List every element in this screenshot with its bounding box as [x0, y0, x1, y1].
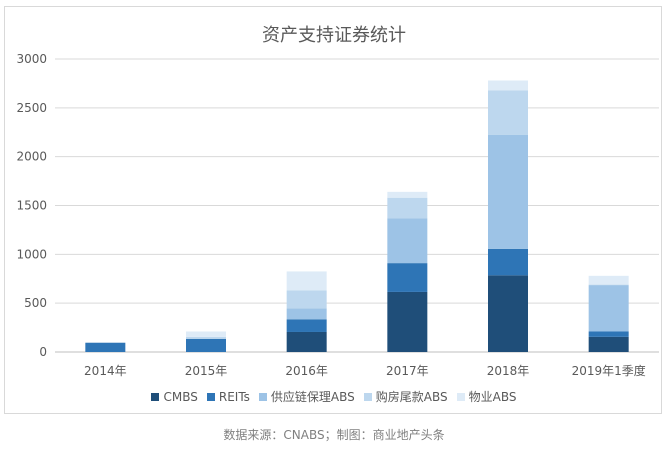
legend-item-tail: 购房尾款ABS — [363, 388, 448, 405]
bar-property-1 — [186, 331, 226, 337]
x-tick-label: 2018年 — [487, 364, 530, 378]
bar-CMBS-2 — [286, 331, 327, 352]
y-tick-label: 500 — [24, 296, 47, 310]
legend-item-REITs: REITs — [206, 388, 250, 405]
y-tick-label: 1500 — [16, 199, 47, 213]
source-note: 数据来源：CNABS；制图：商业地产头条 — [223, 428, 445, 442]
x-tick-label: 2014年 — [84, 364, 127, 378]
bar-REITs-3 — [387, 263, 428, 292]
legend-swatch — [206, 392, 215, 401]
legend-swatch — [456, 392, 465, 401]
chart-frame: 0 500 1000 1500 2000 2500 3000 2014年 2015年 2016年 2… — [4, 6, 662, 414]
x-tick-label: 2015年 — [185, 364, 228, 378]
bar-supply_chain-3 — [387, 218, 428, 264]
bar-CMBS-4 — [488, 275, 528, 352]
y-tick-label: 2500 — [16, 101, 47, 115]
x-tick-label: 2016年 — [285, 364, 328, 378]
legend-label: CMBS — [163, 389, 198, 404]
bar-CMBS-3 — [387, 291, 428, 352]
bar-tail-2 — [286, 290, 327, 309]
legend-item-CMBS: CMBS — [151, 388, 198, 405]
legend-swatch — [151, 392, 160, 401]
legend-label: REITs — [218, 389, 250, 404]
y-tick-label: 0 — [39, 345, 47, 359]
chart-title: 资产支持证券统计 — [262, 25, 406, 46]
legend-item-supply_chain: 供应链保理ABS — [258, 388, 355, 405]
legend-item-property: 物业ABS — [456, 388, 517, 405]
bar-property-2 — [286, 271, 327, 291]
bar-tail-4 — [488, 90, 528, 135]
y-tick-label: 1000 — [16, 247, 47, 261]
bar-property-5 — [588, 275, 629, 285]
bar-CMBS-5 — [588, 336, 629, 352]
bar-REITs-1 — [186, 338, 226, 352]
bar-property-4 — [488, 80, 528, 91]
y-tick-label: 3000 — [16, 52, 47, 66]
chart-plot: 0 500 1000 1500 2000 2500 3000 2014年 2015年 2016年 2… — [16, 52, 659, 378]
y-tick-label: 2000 — [16, 150, 47, 164]
legend-swatch — [258, 392, 267, 401]
bar-tail-3 — [387, 197, 428, 219]
bar-supply_chain-2 — [286, 308, 327, 320]
bar-REITs-5 — [588, 331, 629, 337]
bar-REITs-2 — [286, 319, 327, 332]
bar-supply_chain-4 — [488, 134, 528, 249]
legend-label: 供应链保理ABS — [270, 390, 355, 404]
legend-label: 物业ABS — [468, 390, 517, 404]
legend-label: 购房尾款ABS — [375, 390, 448, 404]
x-tick-label: 2019年1季度 — [572, 363, 646, 378]
bar-supply_chain-5 — [588, 285, 629, 332]
bar-REITs-4 — [488, 248, 528, 276]
bar-tail-1 — [186, 336, 226, 339]
x-tick-label: 2017年 — [386, 364, 429, 378]
bar-property-3 — [387, 191, 428, 198]
bar-REITs-0 — [85, 342, 126, 352]
legend-swatch — [363, 392, 372, 401]
chart-legend: CMBS REITs 供应链保理ABS 购房尾款ABS 物业ABS — [5, 388, 663, 405]
